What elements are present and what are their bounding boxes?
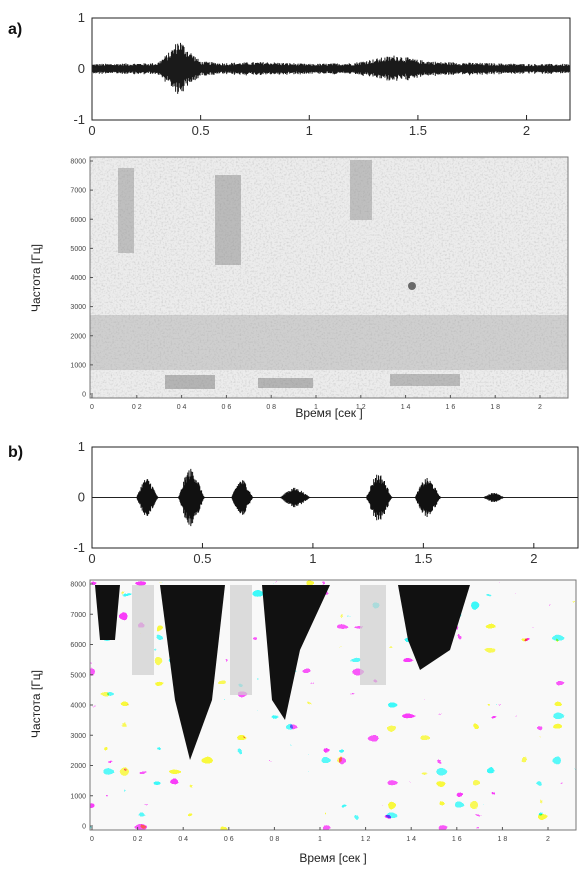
spectrogram-a-xtick-label: 0 6: [222, 404, 232, 411]
spectrogram-a-xtick-label: 1 2: [356, 404, 366, 411]
waveform-b-burst: [366, 474, 393, 521]
spectrogram-b-image: [90, 580, 576, 830]
spectrogram-b-xtick-label: 0 4: [178, 836, 188, 843]
spectrogram-a-image: [90, 157, 568, 398]
spectrogram-a-ytick-label: 3000: [70, 304, 86, 311]
spectrogram-b: 0 0 2 0 4 0 6 0 8 1 1 2 1 4 1 6 1 8 2 8000 7000 6000 5…: [29, 579, 577, 865]
waveform-a: 0 0.5 1 1.5 210-1: [73, 10, 571, 138]
waveform-a-ytick-label: 0: [78, 61, 85, 76]
spectrogram-b-ytick-label: 8000: [70, 582, 86, 589]
spectrogram-a-xtick-label: 2: [538, 404, 542, 411]
panel-a-label: a): [8, 21, 22, 38]
waveform-a-ytick-label: -1: [73, 112, 85, 127]
spectrogram-a-xtick-label: 0 8: [266, 404, 276, 411]
waveform-b-ytick-label: 0: [78, 490, 85, 505]
spectrogram-a: 0 0 2 0 4 0 6 0 8 1 1 2 1 4 1 6 1 8 2 8000 7000 6000 5…: [29, 156, 569, 420]
waveform-a-xtick-label: 1: [306, 123, 313, 138]
waveform-b-burst: [136, 479, 159, 516]
spectrogram-b-xlabel: Время [сек ]: [299, 851, 366, 865]
spectrogram-b-ytick-label: 7000: [70, 612, 86, 619]
waveform-b-xtick-label: 1: [309, 551, 316, 566]
spectrogram-a-ytick-label: 1000: [70, 362, 86, 369]
spectrogram-a-xtick-label: 1 4: [401, 404, 411, 411]
spectrogram-a-xtick-label: 1 8: [490, 404, 500, 411]
spectrogram-a-ytick-label: 7000: [70, 188, 86, 195]
spectrogram-b-xtick-label: 1 4: [406, 836, 416, 843]
spectrogram-b-xtick-label: 2: [546, 836, 550, 843]
spectrogram-b-ytick-label: 3000: [70, 733, 86, 740]
waveform-b-xtick-label: 2: [530, 551, 537, 566]
waveform-b-burst: [279, 487, 311, 508]
waveform-b-xtick-label: 0: [88, 551, 95, 566]
waveform-b-burst: [483, 493, 506, 502]
waveform-b-xtick-label: 0.5: [193, 551, 211, 566]
spectrogram-b-ytick-label: 2000: [70, 763, 86, 770]
spectrogram-b-xtick-label: 0 6: [224, 836, 234, 843]
spectrogram-a-ytick-label: 0: [82, 392, 86, 399]
waveform-b-ytick-label: 1: [78, 439, 85, 454]
spectrogram-a-xtick-label: 0: [90, 404, 94, 411]
spectrogram-b-xtick-label: 1 6: [452, 836, 462, 843]
panel-b-label: b): [8, 444, 23, 461]
spectrogram-b-ytick-label: 6000: [70, 642, 86, 649]
spectrogram-a-ytick-label: 8000: [70, 159, 86, 166]
spectrogram-b-xtick-label: 0 8: [270, 836, 280, 843]
waveform-b-burst: [414, 478, 442, 517]
spectrogram-a-xtick-label: 0 4: [177, 404, 187, 411]
waveform-b-ytick-label: -1: [73, 540, 85, 555]
spectrogram-b-xtick-label: 1: [318, 836, 322, 843]
waveform-a-ytick-label: 1: [78, 10, 85, 25]
spectrogram-a-ylabel: Частота [Гц]: [29, 244, 43, 312]
waveform-a-xtick-label: 0.5: [192, 123, 210, 138]
spectrogram-b-ytick-label: 4000: [70, 703, 86, 710]
spectrogram-b-xtick-label: 1 8: [498, 836, 508, 843]
spectrogram-a-ytick-label: 2000: [70, 333, 86, 340]
waveform-b-burst: [231, 480, 254, 515]
spectrogram-b-xtick-label: 1 2: [361, 836, 371, 843]
waveform-b: 0 0.5 1 1.5 210-1: [73, 439, 579, 566]
waveform-b-xtick-label: 1.5: [414, 551, 432, 566]
waveform-b-burst: [178, 468, 206, 527]
spectrogram-b-xtick-label: 0 2: [133, 836, 143, 843]
spectrogram-a-ytick-label: 4000: [70, 275, 86, 282]
waveform-a-xtick-label: 1.5: [409, 123, 427, 138]
spectrogram-a-xlabel: Время [сек ]: [295, 406, 362, 420]
waveform-a-xtick-label: 0: [88, 123, 95, 138]
spectrogram-a-xtick-label: 0 2: [132, 404, 142, 411]
waveform-a-xtick-label: 2: [523, 123, 530, 138]
spectrogram-a-xtick-label: 1 6: [446, 404, 456, 411]
spectrogram-b-ylabel: Частота [Гц]: [29, 670, 43, 738]
spectrogram-a-xtick-label: 1: [314, 404, 318, 411]
spectrogram-b-ytick-label: 0: [82, 824, 86, 831]
spectrogram-a-ytick-label: 6000: [70, 217, 86, 224]
spectrogram-b-ytick-label: 1000: [70, 793, 86, 800]
spectrogram-a-ytick-label: 5000: [70, 246, 86, 253]
spectrogram-b-xtick-label: 0: [90, 836, 94, 843]
spectrogram-b-ytick-label: 5000: [70, 672, 86, 679]
